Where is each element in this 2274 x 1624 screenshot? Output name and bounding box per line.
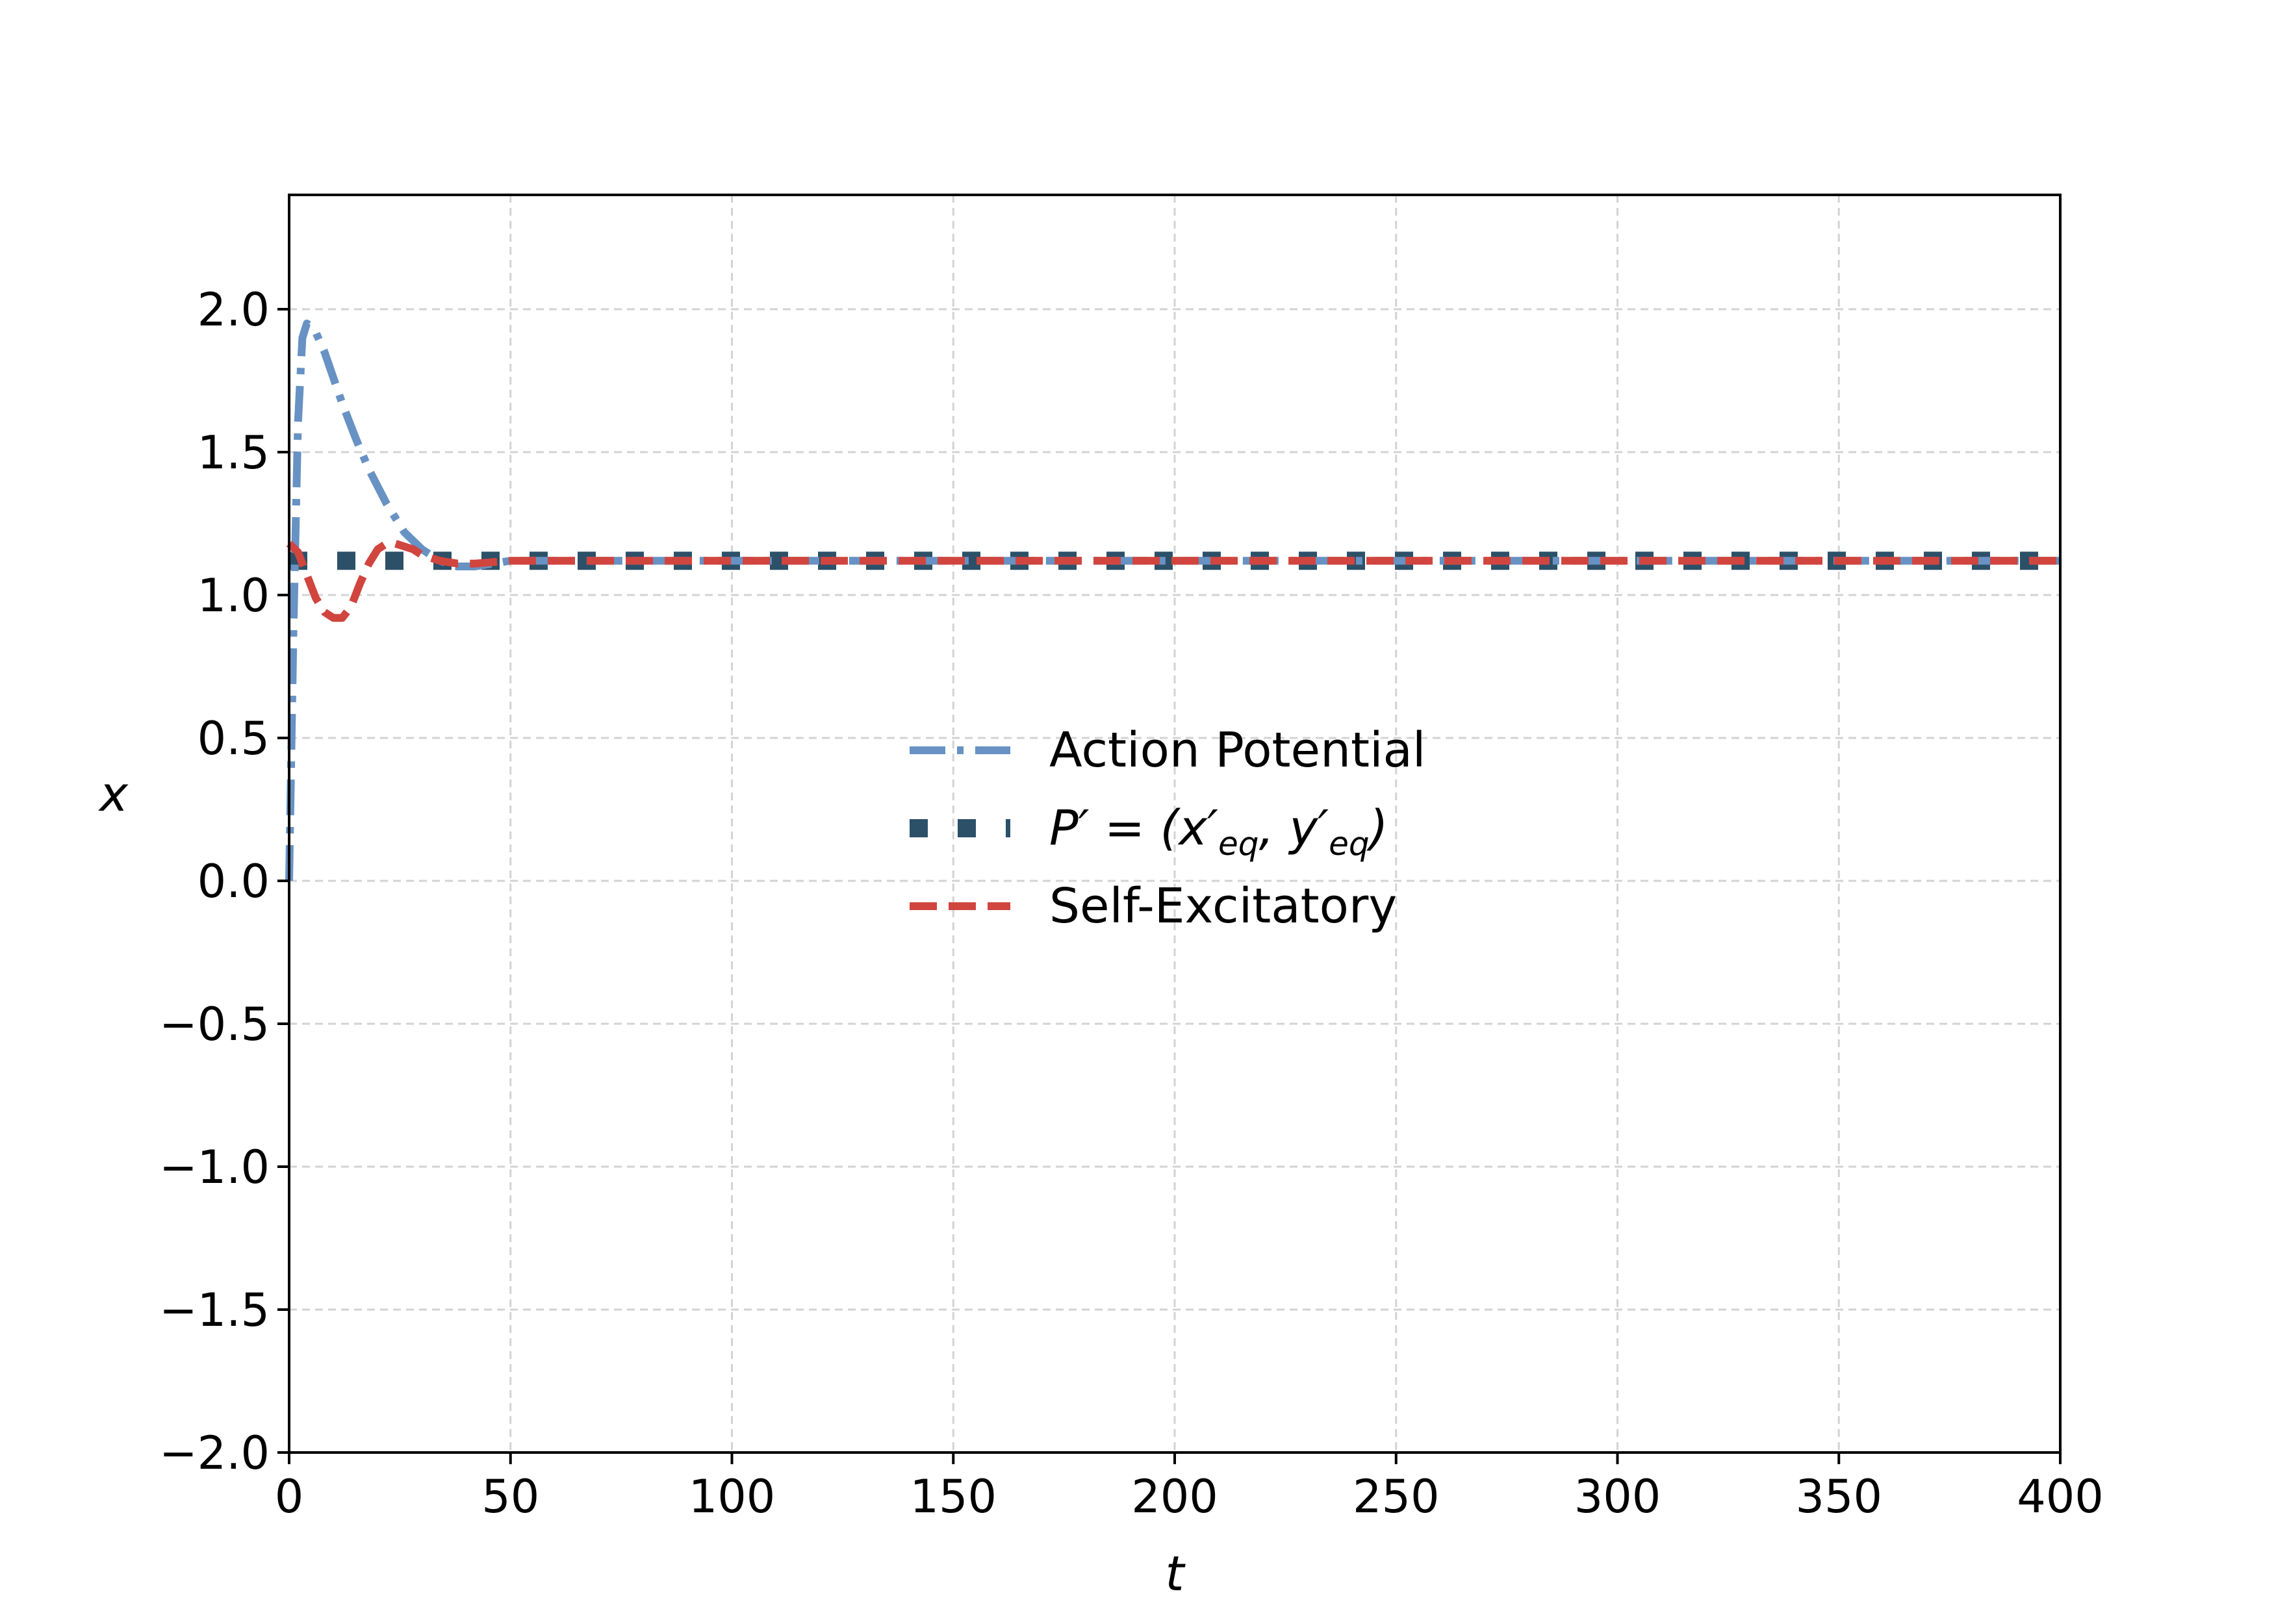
y-tick-label: 2.0 xyxy=(198,283,270,336)
series-layer xyxy=(285,320,2060,882)
legend-eq-sub1: eq xyxy=(1218,825,1259,863)
x-axis-label: t xyxy=(1165,1546,1186,1602)
series-line-self-excitatory xyxy=(286,539,2060,622)
legend-label-self-excitatory: Self-Excitatory xyxy=(1049,878,1397,934)
y-tick-label: −1.0 xyxy=(159,1141,270,1194)
grid xyxy=(289,195,2060,1453)
x-tick-label: 0 xyxy=(275,1470,304,1523)
x-tick-label: 150 xyxy=(910,1470,997,1523)
y-tick-label: −0.5 xyxy=(159,998,270,1051)
x-tick-label: 400 xyxy=(2017,1470,2104,1523)
x-tick-label: 50 xyxy=(481,1470,539,1523)
legend-label-equilibrium: P′ = (x′eq, y′eq) xyxy=(1049,800,1388,863)
y-tick-label: 0.5 xyxy=(198,712,270,765)
x-tick-label: 350 xyxy=(1795,1470,1882,1523)
ticks: 0 50 100 150 200 250 300 350 400 −2.0 −1.5 −1.0 −0.5… xyxy=(159,283,2104,1523)
legend-eq-prefix: P′ = (x′ xyxy=(1049,800,1218,856)
y-tick-label: −2.0 xyxy=(159,1427,270,1480)
x-tick-label: 200 xyxy=(1131,1470,1218,1523)
y-tick-label: 0.0 xyxy=(198,855,270,908)
y-axis-label: x xyxy=(98,767,129,822)
legend-eq-mid: , y′ xyxy=(1258,800,1329,856)
legend: Action Potential P′ = (x′eq, y′eq) Self-… xyxy=(910,722,1425,934)
x-tick-label: 300 xyxy=(1574,1470,1661,1523)
x-tick-label: 100 xyxy=(689,1470,776,1523)
legend-eq-sub2: eq xyxy=(1329,825,1370,863)
x-tick-label: 250 xyxy=(1353,1470,1440,1523)
y-tick-label: −1.5 xyxy=(159,1284,270,1337)
legend-eq-suffix: ) xyxy=(1366,800,1388,856)
y-tick-label: 1.5 xyxy=(198,426,270,479)
legend-label-action-potential: Action Potential xyxy=(1049,722,1425,778)
y-tick-label: 1.0 xyxy=(198,569,270,622)
